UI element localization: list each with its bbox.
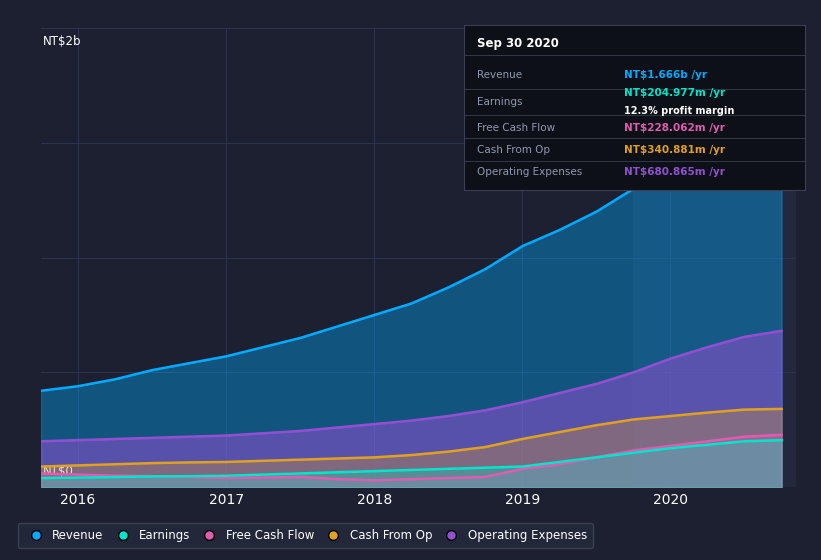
- Text: NT$2b: NT$2b: [44, 35, 82, 48]
- Text: Operating Expenses: Operating Expenses: [478, 167, 583, 177]
- Bar: [634, 28, 796, 487]
- Text: NT$340.881m /yr: NT$340.881m /yr: [624, 145, 725, 155]
- Text: Free Cash Flow: Free Cash Flow: [478, 123, 556, 133]
- Text: Sep 30 2020: Sep 30 2020: [478, 37, 559, 50]
- Text: NT$228.062m /yr: NT$228.062m /yr: [624, 123, 725, 133]
- Text: NT$1.666b /yr: NT$1.666b /yr: [624, 70, 707, 80]
- Legend: Revenue, Earnings, Free Cash Flow, Cash From Op, Operating Expenses: Revenue, Earnings, Free Cash Flow, Cash …: [18, 523, 593, 548]
- Text: NT$204.977m /yr: NT$204.977m /yr: [624, 88, 725, 98]
- Text: NT$0: NT$0: [44, 465, 74, 478]
- Text: Revenue: Revenue: [478, 70, 523, 80]
- Text: Earnings: Earnings: [478, 97, 523, 107]
- Text: Cash From Op: Cash From Op: [478, 145, 551, 155]
- Text: NT$680.865m /yr: NT$680.865m /yr: [624, 167, 725, 177]
- Text: 12.3% profit margin: 12.3% profit margin: [624, 106, 734, 116]
